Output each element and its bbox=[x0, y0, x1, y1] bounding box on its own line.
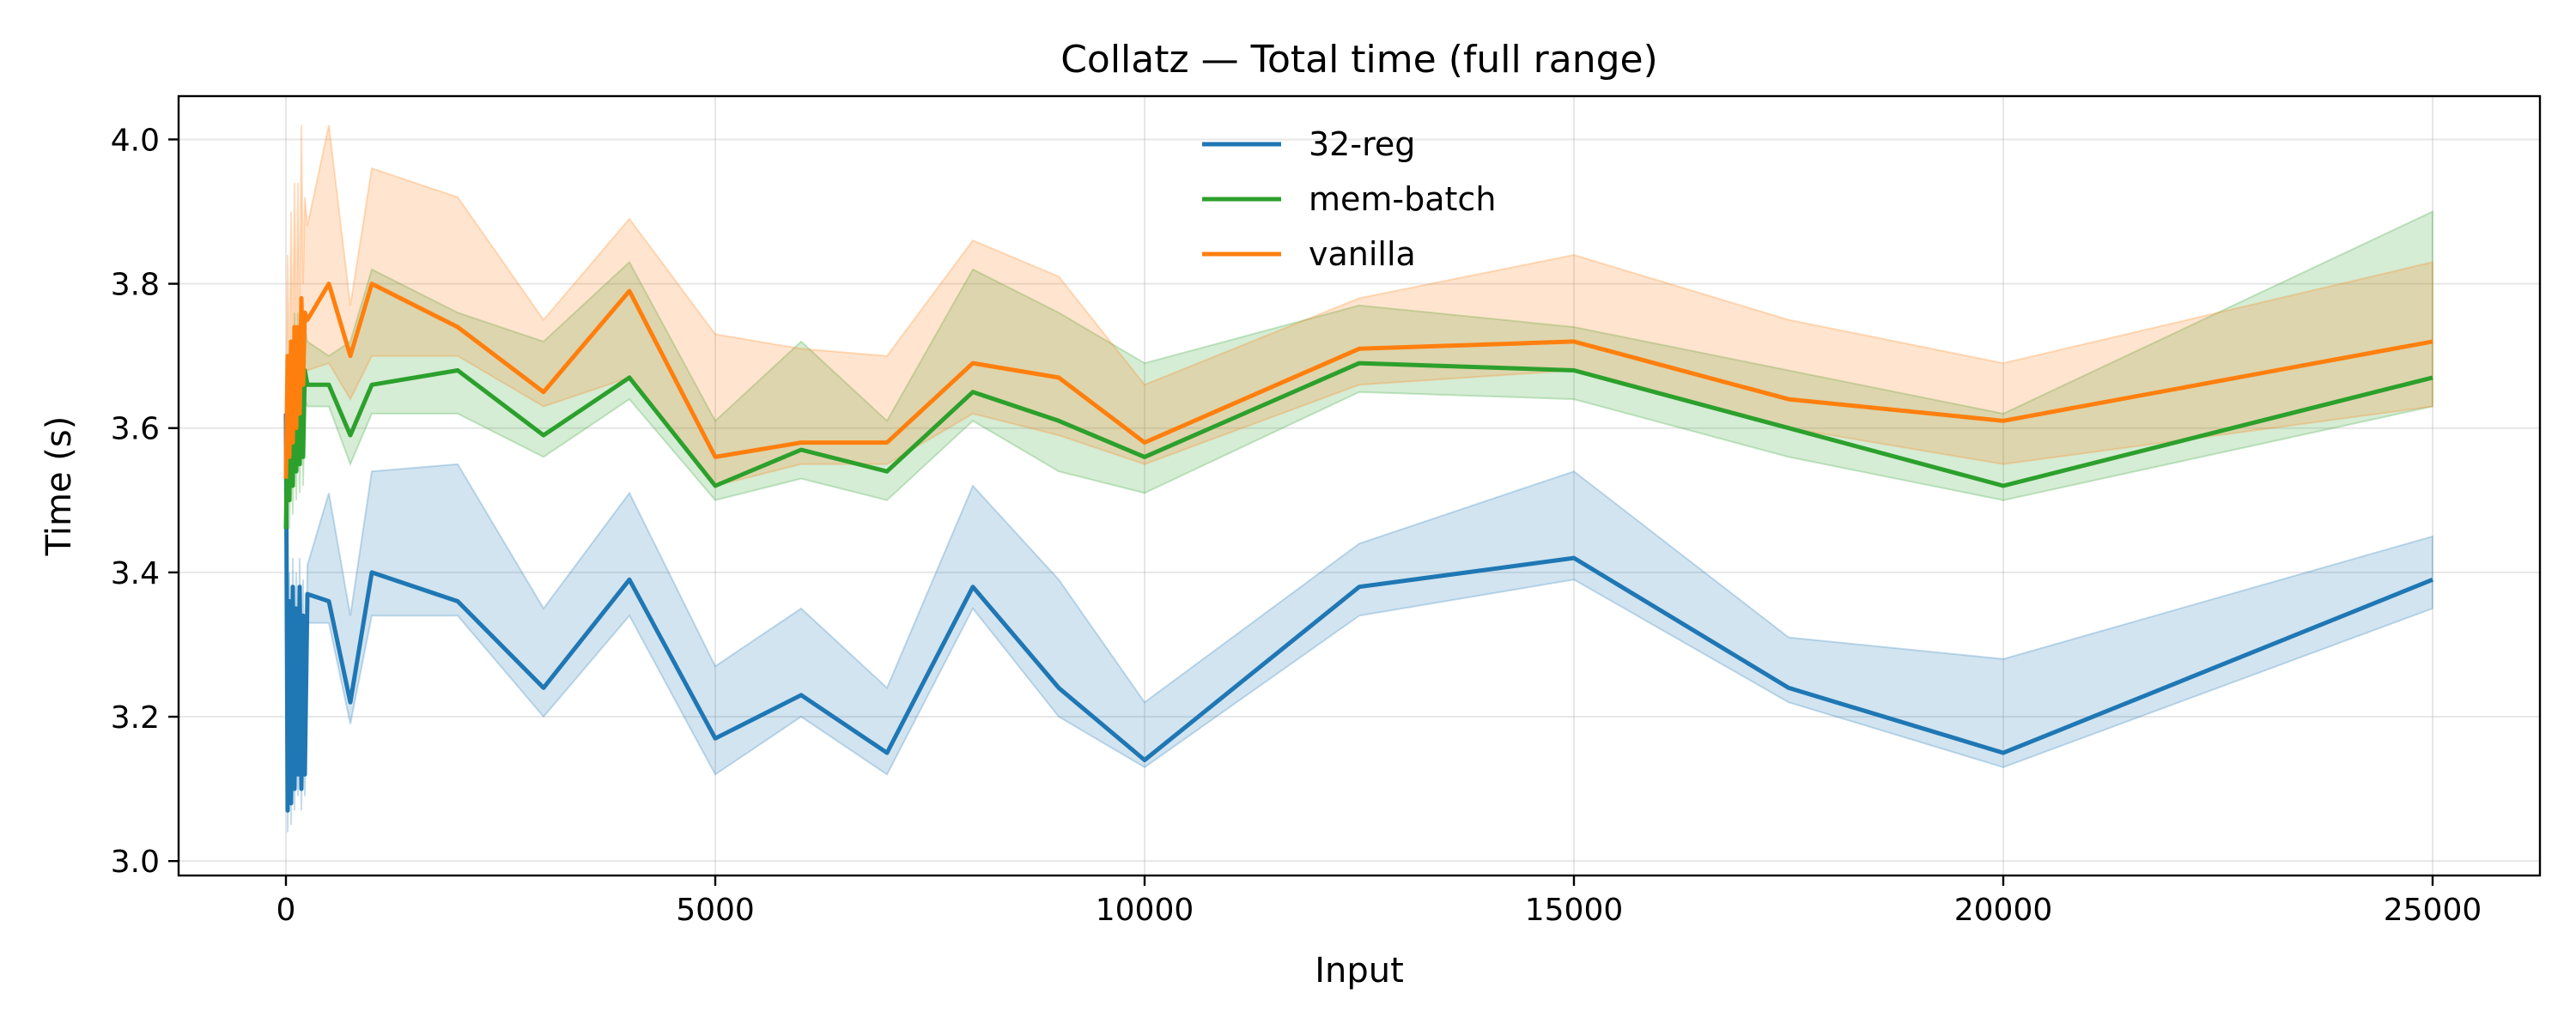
x-axis-label: Input bbox=[1315, 951, 1404, 991]
y-tick-label: 3.4 bbox=[111, 556, 160, 591]
x-tick-label: 0 bbox=[276, 893, 296, 928]
x-tick-label: 5000 bbox=[676, 893, 755, 928]
series-lines bbox=[283, 282, 2433, 813]
y-tick-label: 3.0 bbox=[111, 845, 160, 880]
grid bbox=[179, 96, 2540, 876]
y-axis-label: Time (s) bbox=[39, 416, 79, 557]
legend-label-mem-batch: mem-batch bbox=[1309, 180, 1496, 218]
line-vanilla bbox=[283, 282, 2433, 479]
x-tick-label: 10000 bbox=[1096, 893, 1194, 928]
chart-title: Collatz — Total time (full range) bbox=[1060, 38, 1658, 82]
y-tick-label: 3.2 bbox=[111, 700, 160, 736]
x-tick-label: 15000 bbox=[1525, 893, 1624, 928]
y-tick-label: 3.6 bbox=[111, 412, 160, 447]
axis-ticks: 0 5000 10000 15000 20000 25000 3.0 3.2 3.4 3.6 3.8… bbox=[111, 123, 2482, 928]
legend-label-vanilla: vanilla bbox=[1309, 235, 1416, 273]
y-tick-label: 4.0 bbox=[111, 123, 160, 158]
x-tick-label: 20000 bbox=[1954, 893, 2053, 928]
x-tick-label: 25000 bbox=[2384, 893, 2482, 928]
line-32-reg bbox=[283, 413, 2433, 813]
legend: 32-reg mem-batch vanilla bbox=[1202, 125, 1496, 273]
y-tick-label: 3.8 bbox=[111, 268, 160, 303]
plot-frame bbox=[177, 94, 2542, 877]
legend-label-32-reg: 32-reg bbox=[1309, 125, 1415, 163]
